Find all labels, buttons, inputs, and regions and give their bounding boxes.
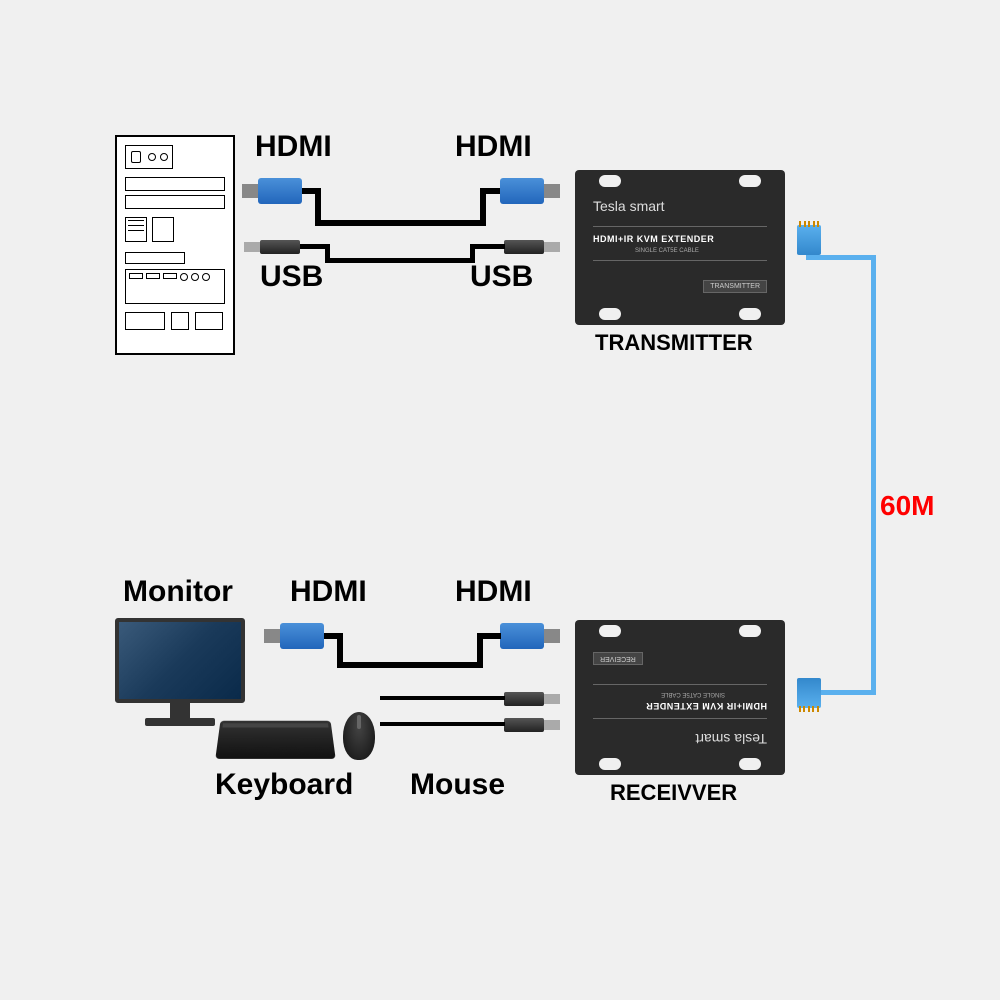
- hdmi-connector-icon: [280, 623, 324, 649]
- usb-connector-icon: [504, 240, 544, 254]
- usb-connector-icon: [504, 692, 544, 706]
- receiver-label: RECEIVVER: [610, 780, 737, 806]
- usb-cable: [470, 244, 505, 249]
- usb-label-1: USB: [260, 260, 323, 294]
- hdmi-connector-icon: [500, 623, 544, 649]
- hdmi-connector-icon: [258, 178, 302, 204]
- distance-label: 60M: [880, 490, 934, 522]
- transmitter-device: Tesla smart HDMI+IR KVM EXTENDER SINGLE …: [575, 170, 785, 325]
- device-rx-tag: RECEIVER: [593, 652, 643, 665]
- device-title-label: HDMI+IR KVM EXTENDER: [593, 234, 714, 244]
- usb-cable: [325, 258, 475, 263]
- rj45-icon: [797, 678, 821, 708]
- usb-label-2: USB: [470, 260, 533, 294]
- ethernet-cable: [871, 255, 876, 695]
- hdmi-connector-icon: [500, 178, 544, 204]
- hdmi-cable: [315, 220, 485, 226]
- hdmi-label-3: HDMI: [290, 575, 367, 609]
- hdmi-cable: [480, 188, 500, 194]
- usb-cable: [380, 696, 505, 700]
- hdmi-cable: [337, 662, 482, 668]
- usb-connector-icon: [260, 240, 300, 254]
- monitor-label: Monitor: [123, 575, 233, 609]
- mouse-icon: [343, 712, 375, 760]
- device-tx-tag: TRANSMITTER: [703, 280, 767, 293]
- rj45-icon: [797, 225, 821, 255]
- monitor-icon: [115, 618, 245, 726]
- keyboard-icon: [215, 721, 335, 759]
- usb-connector-icon: [504, 718, 544, 732]
- hdmi-label-2: HDMI: [455, 130, 532, 164]
- keyboard-label: Keyboard: [215, 768, 353, 802]
- hdmi-label-4: HDMI: [455, 575, 532, 609]
- hdmi-label-1: HDMI: [255, 130, 332, 164]
- device-subtitle-label: SINGLE CAT5E CABLE: [635, 248, 699, 254]
- device-title-label: HDMI+IR KVM EXTENDER: [646, 701, 767, 711]
- device-brand-label: Tesla smart: [695, 731, 767, 747]
- transmitter-label: TRANSMITTER: [595, 330, 753, 356]
- pc-tower: [115, 135, 235, 355]
- ethernet-cable: [806, 255, 876, 260]
- device-subtitle-label: SINGLE CAT5E CABLE: [661, 691, 725, 697]
- receiver-device: Tesla smart HDMI+IR KVM EXTENDER SINGLE …: [575, 620, 785, 775]
- usb-cable: [380, 722, 505, 726]
- mouse-label: Mouse: [410, 768, 505, 802]
- hdmi-cable: [477, 633, 501, 639]
- device-brand-label: Tesla smart: [593, 198, 665, 214]
